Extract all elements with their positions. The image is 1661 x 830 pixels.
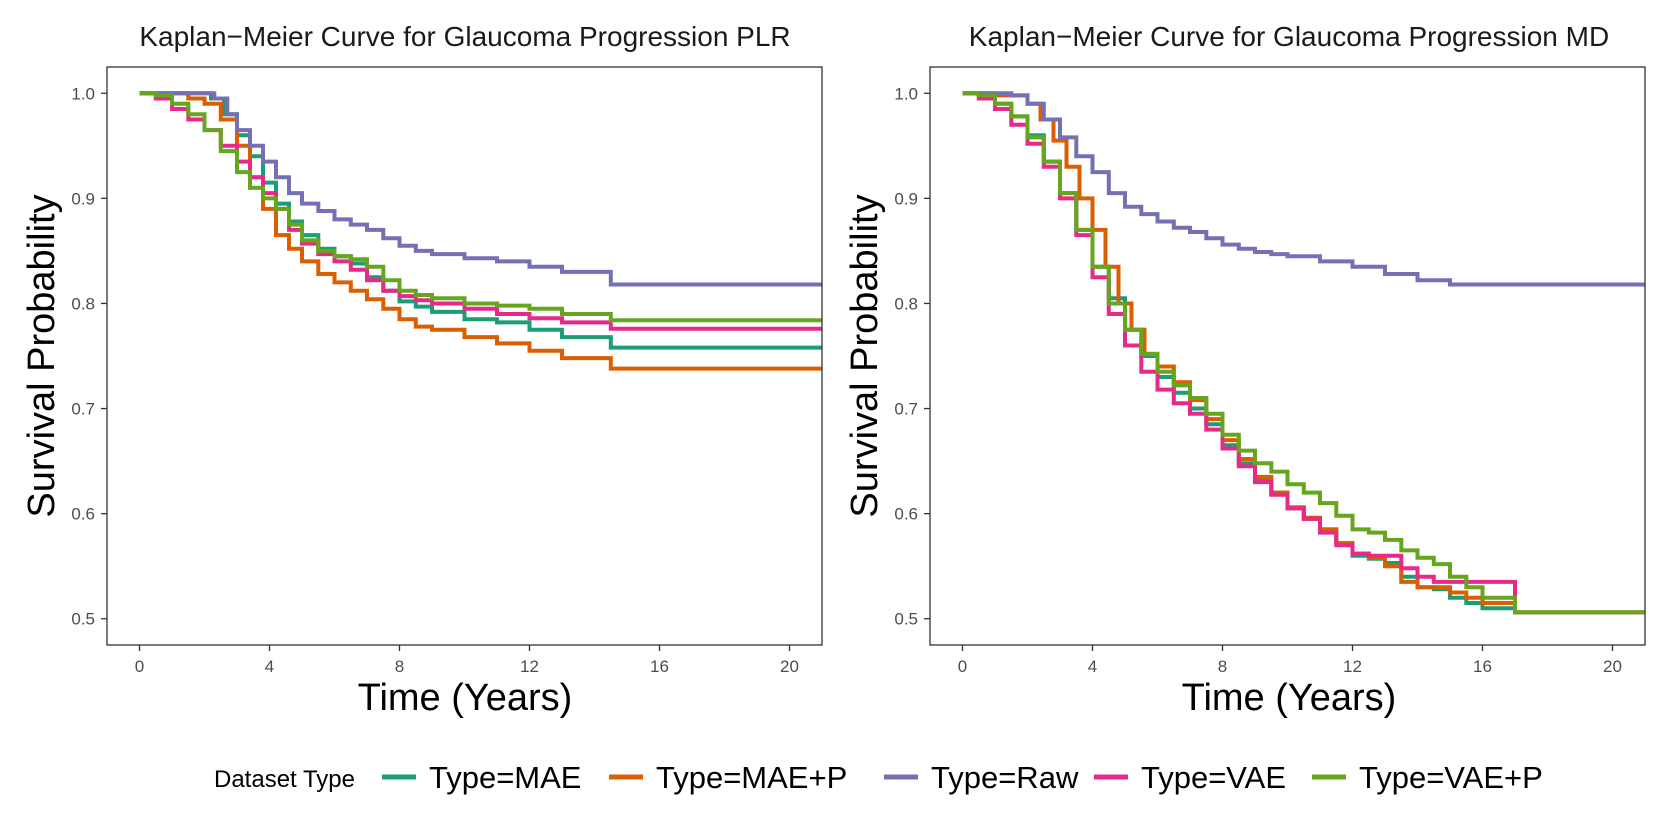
series-line-type-vae-md [962, 91, 1645, 615]
x-tick-label-md: 4 [1088, 657, 1097, 676]
legend-item-type-mae-p: Type=MAE+P [609, 760, 847, 795]
plot-area-plr: 0 4 8 12 16 20 0.5 0.6 0.7 0.8 0.9 1.0 [71, 66, 823, 676]
legend-label: Type=VAE+P [1359, 760, 1543, 795]
x-tick-label-plr: 4 [265, 657, 274, 676]
legend-label: Type=Raw [931, 760, 1079, 795]
y-tick-label-md: 0.9 [894, 189, 918, 208]
y-tick-label-md: 0.6 [894, 505, 918, 524]
panel-border-plr [106, 66, 823, 646]
x-tick-label-plr: 20 [780, 657, 799, 676]
x-tick-label-md: 16 [1473, 657, 1492, 676]
y-tick-label-md: 1.0 [894, 84, 918, 103]
chart-panel-plr: Kaplan−Meier Curve for Glaucoma Progress… [21, 21, 823, 719]
series-line-type-vae-p-plr [139, 91, 822, 323]
y-tick-label-md: 0.7 [894, 400, 918, 419]
x-tick-label-md: 0 [958, 657, 967, 676]
y-axis-title-plr: Survival Probability [21, 194, 63, 517]
series-line-type-vae-p-md [962, 91, 1645, 615]
legend: Dataset Type Type=MAE Type=MAE+P Type=Raw T… [214, 760, 1543, 795]
y-tick-label-plr: 0.7 [71, 400, 95, 419]
legend-title: Dataset Type [214, 766, 355, 793]
legend-item-type-vae-p: Type=VAE+P [1312, 760, 1543, 795]
series-line-type-mae-p-plr [139, 91, 822, 371]
x-axis-title-md: Time (Years) [1182, 677, 1397, 719]
y-tick-label-md: 0.8 [894, 294, 918, 313]
legend-item-type-vae: Type=VAE [1094, 760, 1286, 795]
series-line-type-mae-p-md [962, 91, 1645, 615]
chart-title-md: Kaplan−Meier Curve for Glaucoma Progress… [969, 21, 1609, 52]
x-tick-label-plr: 12 [520, 657, 539, 676]
x-tick-label-md: 8 [1218, 657, 1227, 676]
y-tick-label-plr: 0.6 [71, 505, 95, 524]
legend-label: Type=MAE+P [656, 760, 847, 795]
chart-title-plr: Kaplan−Meier Curve for Glaucoma Progress… [139, 21, 790, 52]
y-tick-label-plr: 0.9 [71, 189, 95, 208]
legend-item-type-raw: Type=Raw [884, 760, 1079, 795]
series-line-type-raw-plr [139, 91, 822, 287]
x-tick-label-md: 12 [1343, 657, 1362, 676]
y-tick-label-plr: 0.5 [71, 610, 95, 629]
plot-area-md: 0 4 8 12 16 20 0.5 0.6 0.7 0.8 0.9 1.0 [894, 66, 1646, 676]
chart-panel-md: Kaplan−Meier Curve for Glaucoma Progress… [844, 21, 1646, 719]
legend-label: Type=MAE [429, 760, 582, 795]
x-tick-label-plr: 0 [135, 657, 144, 676]
x-tick-label-md: 20 [1603, 657, 1622, 676]
series-line-type-raw-md [962, 91, 1645, 287]
panel-border-md [929, 66, 1646, 646]
y-tick-label-md: 0.5 [894, 610, 918, 629]
series-line-type-mae-md [962, 91, 1645, 615]
legend-item-type-mae: Type=MAE [382, 760, 582, 795]
legend-label: Type=VAE [1141, 760, 1286, 795]
x-tick-label-plr: 16 [650, 657, 669, 676]
x-tick-label-plr: 8 [395, 657, 404, 676]
y-tick-label-plr: 0.8 [71, 294, 95, 313]
x-axis-title-plr: Time (Years) [358, 677, 573, 719]
y-tick-label-plr: 1.0 [71, 84, 95, 103]
y-axis-title-md: Survival Probability [844, 194, 886, 517]
